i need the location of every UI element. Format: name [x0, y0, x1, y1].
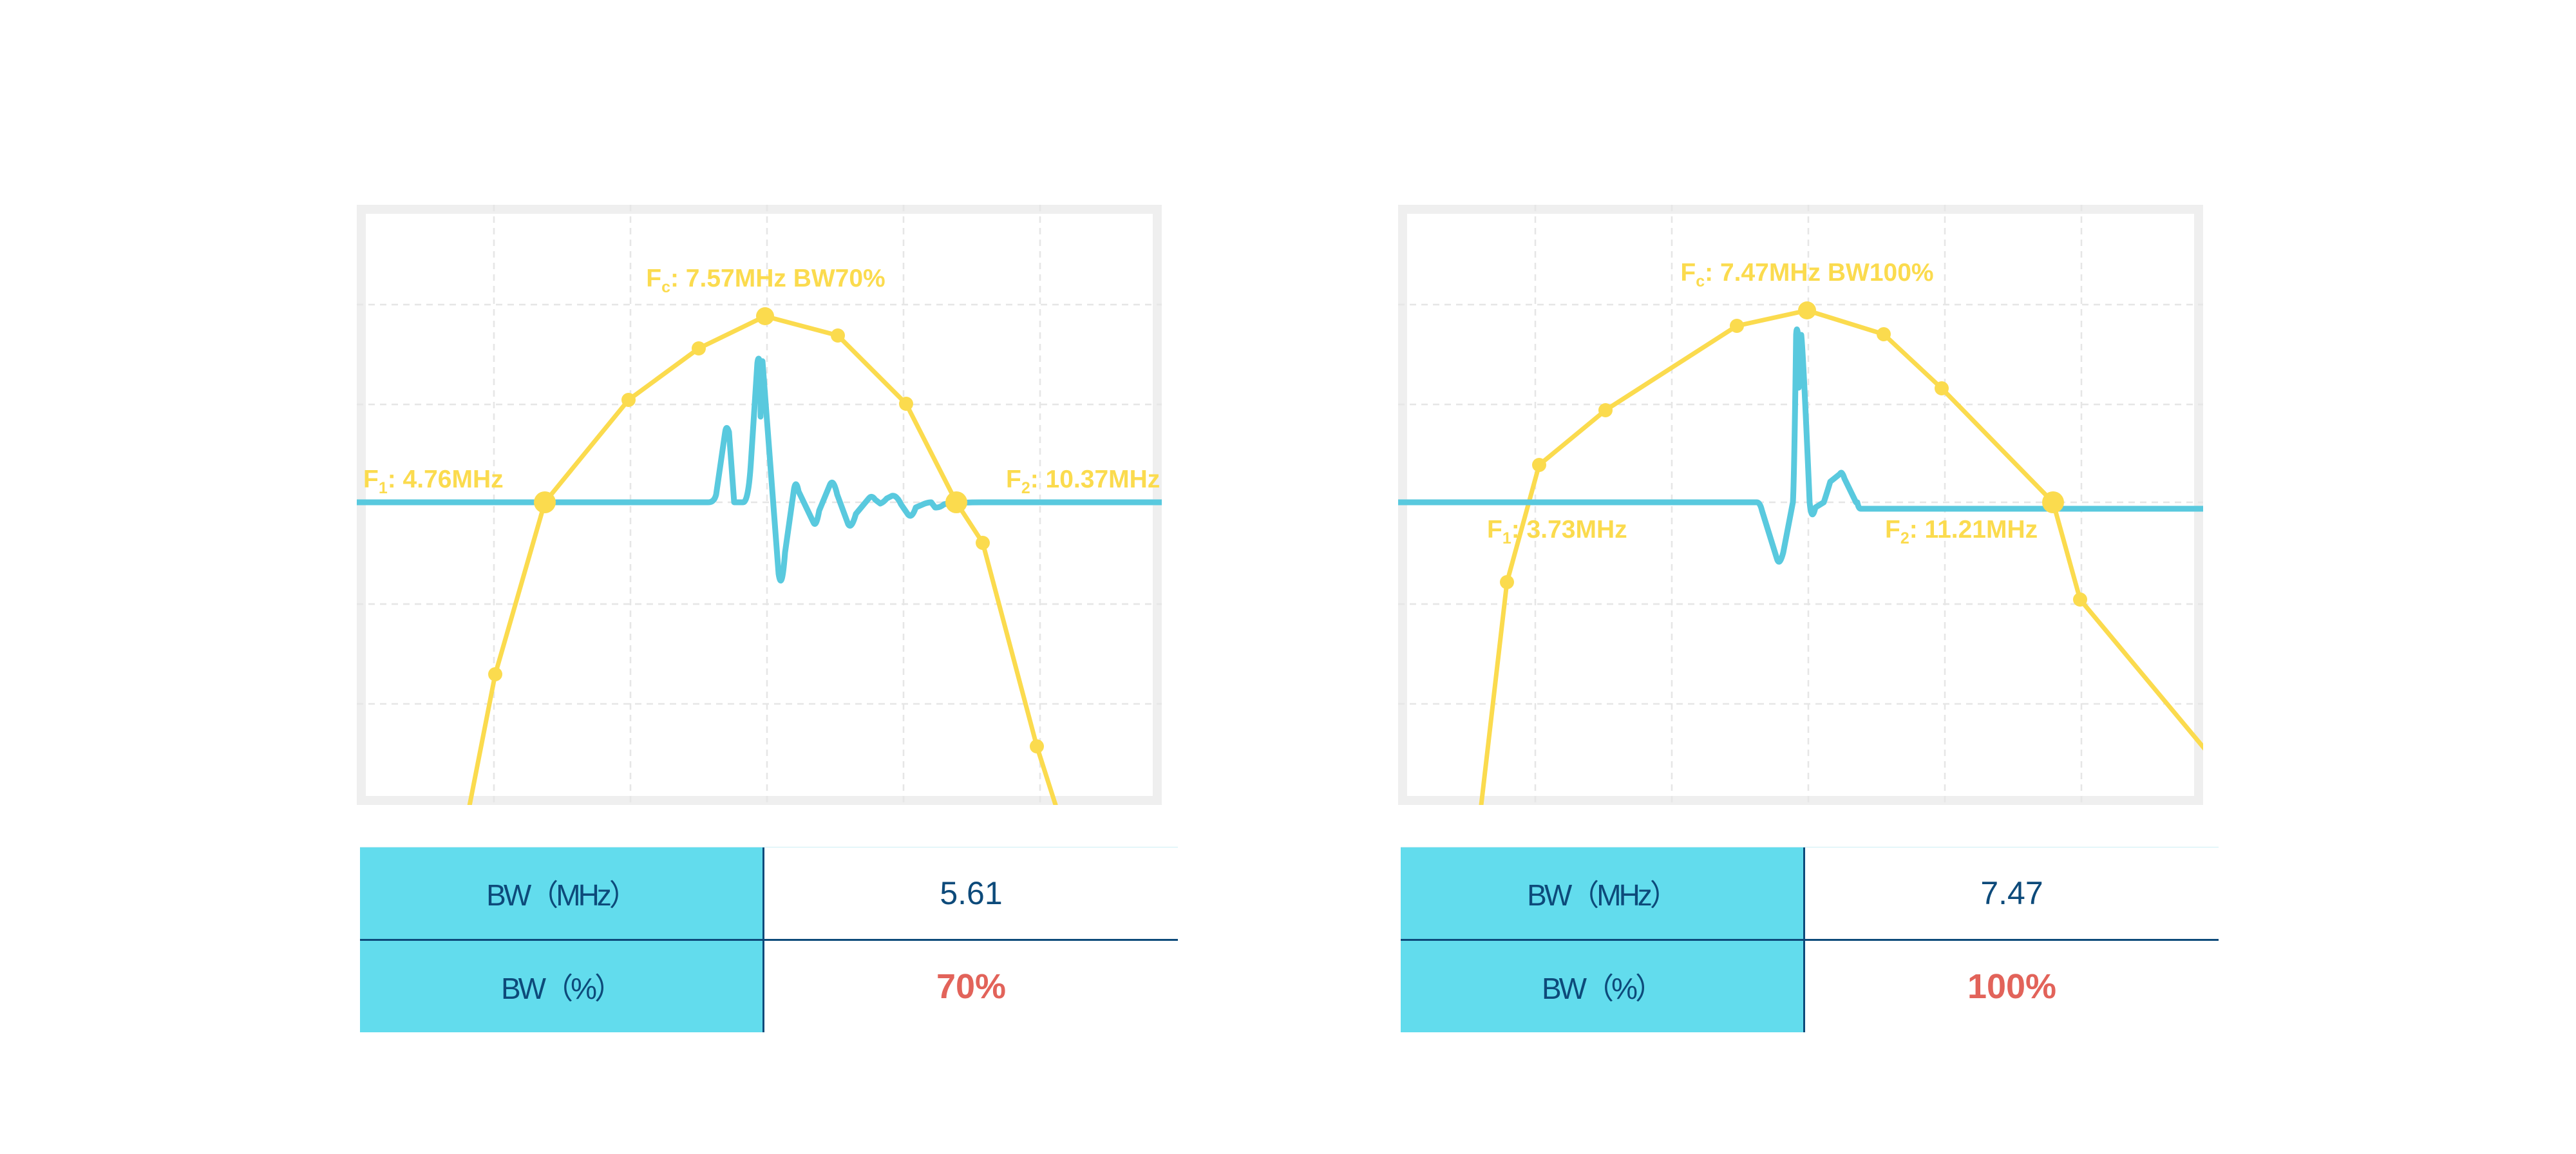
- svg-text:Fc: 7.47MHz BW100%: Fc: 7.47MHz BW100%: [1680, 259, 1933, 290]
- svg-text:F1: 3.73MHz: F1: 3.73MHz: [1487, 516, 1627, 547]
- svg-text:Fc: 7.57MHz BW70%: Fc: 7.57MHz BW70%: [646, 265, 885, 296]
- svg-text:F1: 4.76MHz: F1: 4.76MHz: [363, 466, 504, 497]
- svg-text:F2: 11.21MHz: F2: 11.21MHz: [1885, 516, 2038, 547]
- svg-text:F2: 10.37MHz: F2: 10.37MHz: [1006, 466, 1160, 497]
